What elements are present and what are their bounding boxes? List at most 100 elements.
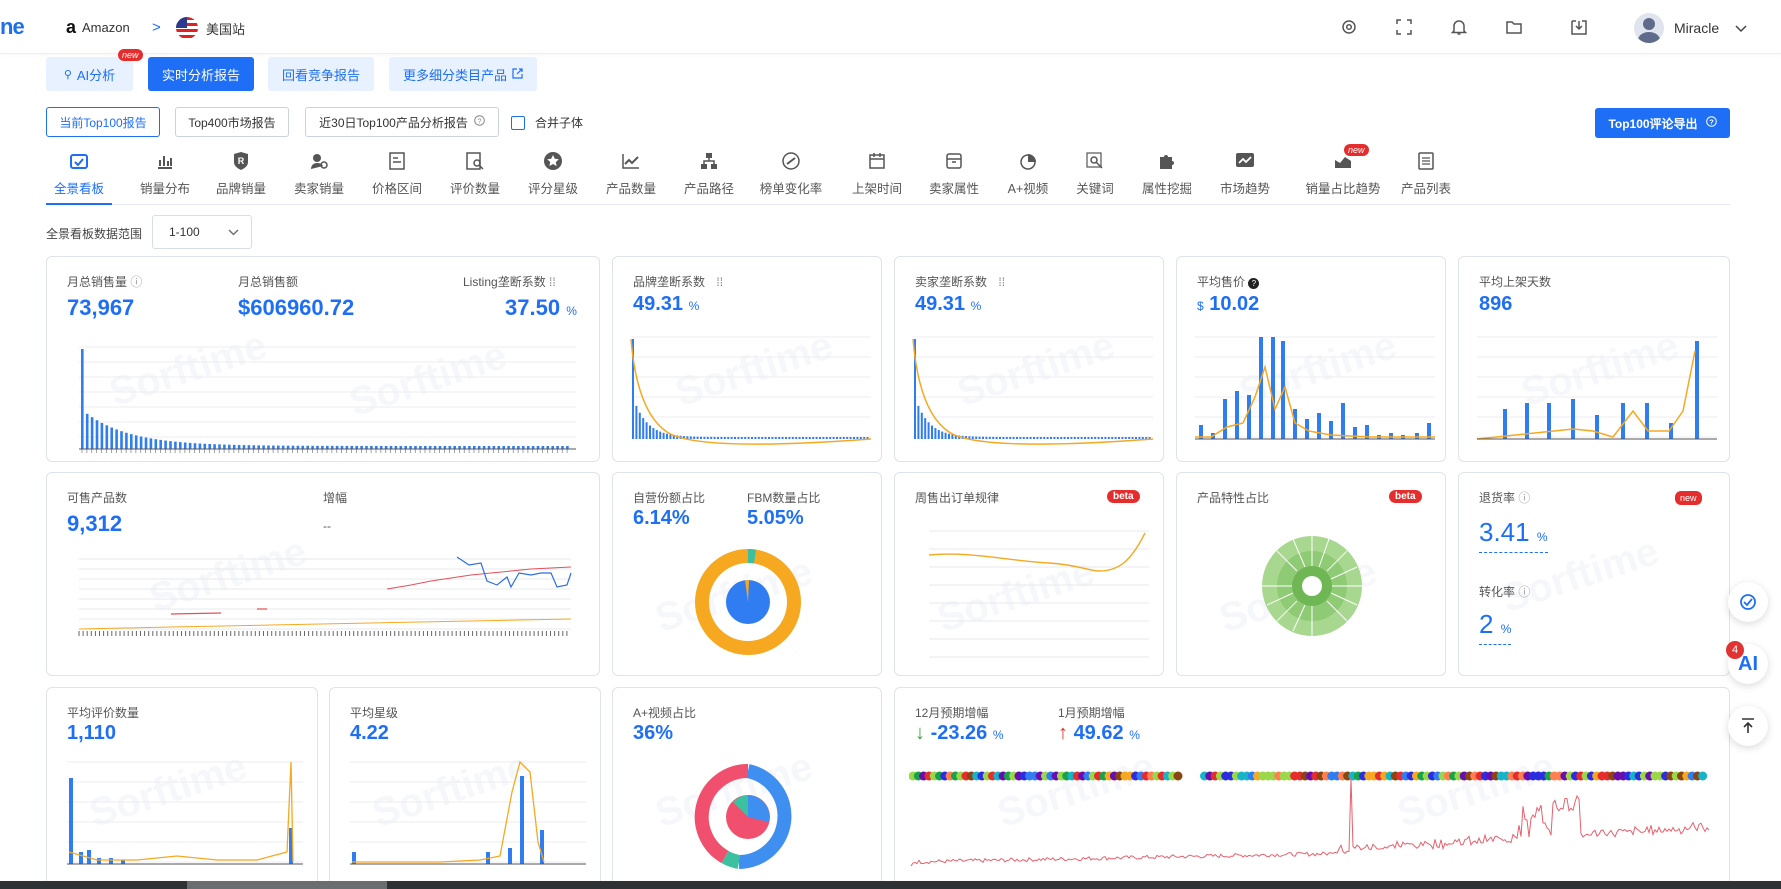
aplus-value: 36% bbox=[633, 722, 674, 744]
nav-dashboard[interactable]: 全景看板 bbox=[46, 148, 112, 205]
nav-rank-change[interactable]: 榜单变化率 bbox=[758, 148, 824, 205]
help-icon: ? bbox=[474, 115, 485, 129]
nav-sales-share[interactable]: 销量占比趋势 bbox=[1300, 148, 1386, 205]
card-avg-price: Sorftime 平均售价 ? $ 10.02 bbox=[1176, 256, 1446, 462]
card-brand-monopoly: Sorftime 品牌垄断系数 ⁞⁞ 49.31 % bbox=[612, 256, 882, 462]
nav-label: 销量占比趋势 bbox=[1305, 182, 1381, 196]
decay-bar bbox=[672, 435, 675, 439]
tab-more-categories[interactable]: 更多细分类目产品 bbox=[389, 57, 537, 91]
sales-bar bbox=[159, 439, 162, 449]
sales-bar bbox=[458, 445, 461, 449]
settings-icon[interactable] bbox=[1338, 16, 1360, 38]
nav-keywords[interactable]: 关键词 bbox=[1062, 148, 1128, 205]
nav-sales-distribution[interactable]: 销量分布 bbox=[132, 148, 198, 205]
decay-bar bbox=[1118, 437, 1120, 439]
aplus-label: A+视频占比 bbox=[633, 706, 697, 720]
sales-bar bbox=[81, 349, 84, 449]
calendar-icon bbox=[866, 150, 888, 172]
nav-review-count[interactable]: 评价数量 bbox=[442, 148, 508, 205]
review-icon bbox=[464, 150, 486, 172]
folder-icon[interactable] bbox=[1503, 16, 1525, 38]
decay-bar bbox=[761, 436, 764, 439]
marketplace-selector[interactable]: a Amazon bbox=[66, 17, 130, 38]
tab-ai-analysis[interactable]: ⚲ AI分析 bbox=[46, 57, 133, 91]
nav-attr-mining[interactable]: 属性挖掘 bbox=[1134, 148, 1200, 205]
current-top100-button[interactable]: 当前Top100报告 bbox=[46, 107, 160, 137]
filter-icon[interactable]: ⁞⁞ bbox=[549, 275, 556, 289]
nav-aplus-video[interactable]: A+视频 bbox=[995, 148, 1061, 205]
decay-bar bbox=[1002, 436, 1005, 439]
download-icon[interactable] bbox=[1568, 16, 1590, 38]
nav-product-count[interactable]: 产品数量 bbox=[598, 148, 664, 205]
filter-icon[interactable]: ⁞⁞ bbox=[716, 275, 724, 289]
tab-review-report[interactable]: 回看竞争报告 bbox=[268, 57, 374, 91]
weekly-orders-label: 周售出订单规律 bbox=[915, 491, 1000, 505]
filter-icon[interactable]: ⁞⁞ bbox=[998, 275, 1006, 289]
listing-days-chart bbox=[1476, 336, 1717, 440]
return-rate-label: 退货率 ⓘ bbox=[1479, 489, 1530, 506]
decay-bar bbox=[713, 436, 716, 439]
export-reviews-button[interactable]: Top100评论导出 ? bbox=[1595, 108, 1730, 138]
horizontal-scrollbar[interactable] bbox=[0, 881, 1781, 889]
avg-price-value: $ 10.02 bbox=[1197, 293, 1259, 316]
star-distribution-chart bbox=[350, 760, 586, 865]
decay-bar bbox=[917, 405, 920, 439]
range-select[interactable]: 1-100 bbox=[152, 215, 252, 249]
decay-bar bbox=[1077, 436, 1080, 439]
unit: % bbox=[688, 299, 700, 313]
growth-value: -- bbox=[323, 519, 331, 533]
site-selector[interactable]: 美国站 bbox=[176, 17, 245, 39]
brand-icon: R bbox=[230, 150, 252, 172]
sales-bar bbox=[340, 445, 344, 449]
user-menu[interactable]: Miracle bbox=[1634, 13, 1747, 43]
decay-bar bbox=[1138, 437, 1141, 439]
nav-seller-attr[interactable]: 卖家属性 bbox=[921, 148, 987, 205]
magic-wand-icon: ⚲ bbox=[63, 68, 72, 81]
nav-product-path[interactable]: 产品路径 bbox=[676, 148, 742, 205]
nav-seller-sales[interactable]: 卖家销量 bbox=[286, 148, 352, 205]
tab-label: 更多细分类目产品 bbox=[402, 67, 507, 83]
nav-price-range[interactable]: 价格区间 bbox=[364, 148, 430, 205]
new-badge: new bbox=[1675, 491, 1702, 505]
decay-bar bbox=[1046, 436, 1049, 439]
nav-listing-time[interactable]: 上架时间 bbox=[844, 148, 910, 205]
tab-realtime-report[interactable]: 实时分析报告 bbox=[148, 57, 254, 91]
sales-bar bbox=[379, 445, 383, 449]
app-logo[interactable]: ne bbox=[0, 14, 25, 39]
nav-rating[interactable]: 评分星级 bbox=[520, 148, 586, 205]
decay-bar bbox=[662, 432, 665, 439]
recent30-button[interactable]: 近30日Top100产品分析报告 ? bbox=[305, 107, 499, 137]
decay-bar bbox=[1073, 436, 1076, 439]
top400-button[interactable]: Top400市场报告 bbox=[175, 107, 289, 137]
decay-bar bbox=[652, 428, 655, 439]
sales-bar bbox=[335, 445, 339, 449]
dashboard-icon bbox=[68, 150, 90, 172]
nav-label: A+视频 bbox=[1007, 182, 1049, 196]
sales-bar bbox=[203, 443, 207, 449]
sales-bar bbox=[242, 445, 246, 449]
donut-green-segment bbox=[721, 850, 741, 869]
weekly-orders-chart bbox=[928, 530, 1149, 658]
fullscreen-icon[interactable] bbox=[1393, 16, 1415, 38]
sales-bar bbox=[424, 445, 427, 449]
bell-icon[interactable] bbox=[1448, 16, 1470, 38]
decay-bar bbox=[846, 437, 849, 439]
decay-bar bbox=[649, 425, 651, 439]
checklist-float-button[interactable] bbox=[1728, 582, 1768, 622]
scrollbar-thumb[interactable] bbox=[187, 881, 387, 889]
decay-bar bbox=[812, 436, 815, 439]
decay-bar bbox=[815, 436, 818, 439]
checkbox-box[interactable] bbox=[511, 115, 525, 130]
nav-brand-sales[interactable]: R 品牌销量 bbox=[208, 148, 274, 205]
sales-bar bbox=[100, 422, 104, 449]
value-text: 49.31 bbox=[633, 293, 684, 315]
decay-bar bbox=[747, 436, 750, 439]
price-bars bbox=[1199, 337, 1431, 439]
monthly-revenue-value: $606960.72 bbox=[238, 295, 355, 320]
nav-market-trend[interactable]: 市场趋势 bbox=[1212, 148, 1278, 205]
donut-inner-green bbox=[733, 795, 748, 817]
nav-product-list[interactable]: 产品列表 bbox=[1393, 148, 1459, 205]
decay-bar bbox=[1104, 436, 1107, 439]
back-to-top-button[interactable] bbox=[1728, 706, 1768, 746]
merge-variants-checkbox[interactable]: 合并子体 bbox=[511, 114, 583, 131]
